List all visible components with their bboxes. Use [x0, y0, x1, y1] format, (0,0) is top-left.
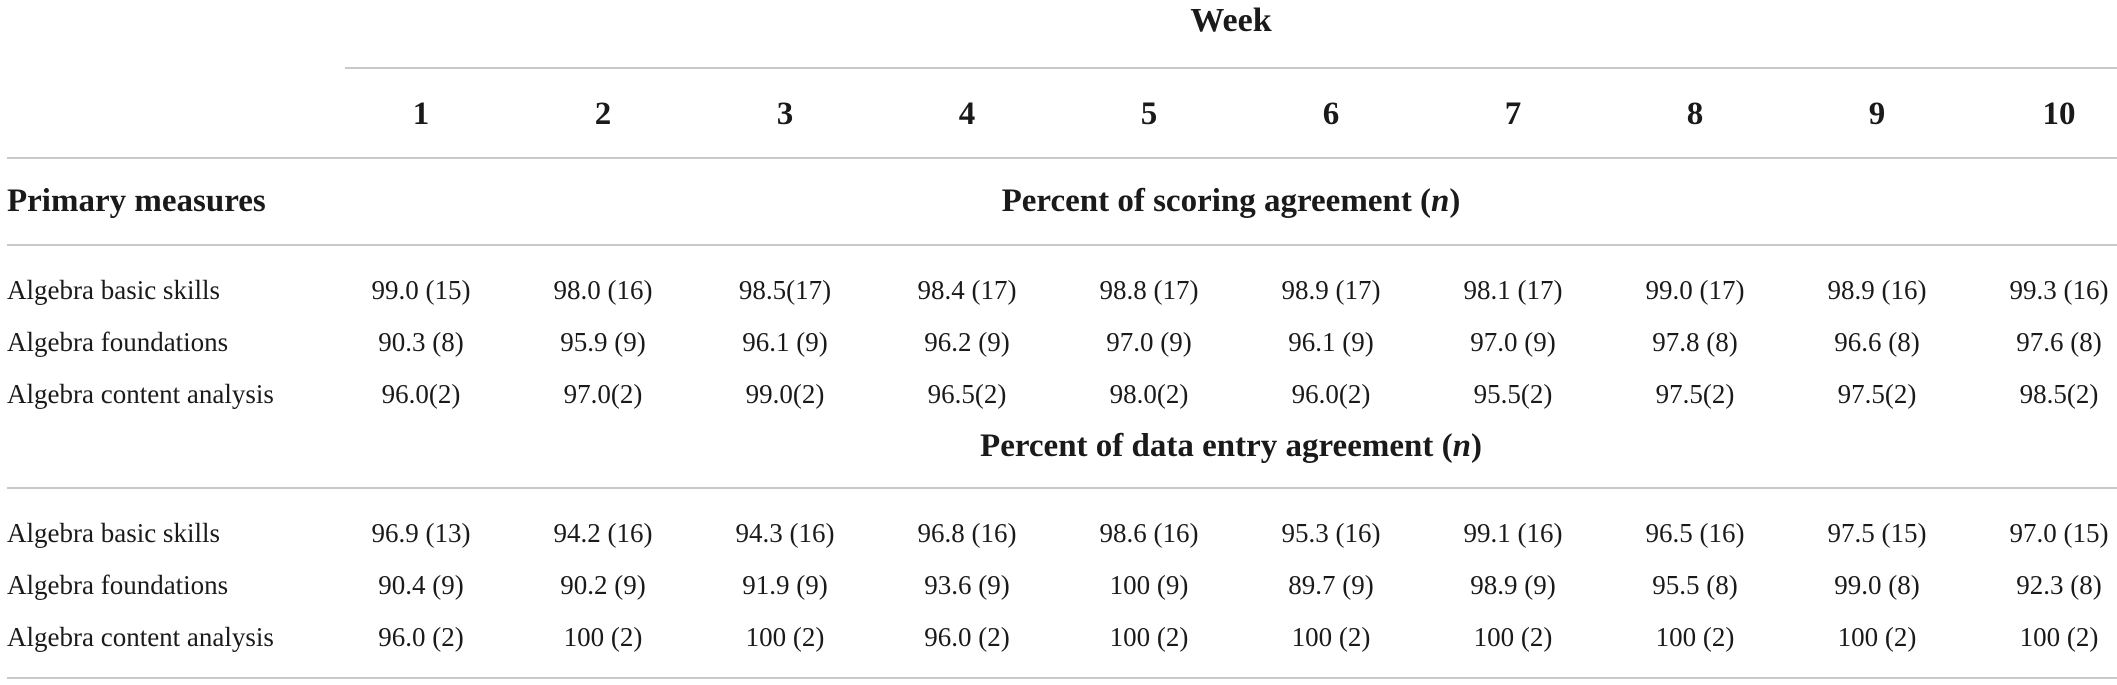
table-cell: 95.5(2): [1473, 379, 1553, 409]
table-cell: 98.0(2): [1109, 379, 1189, 409]
section-divider: [7, 244, 2117, 246]
header-divider: [7, 157, 2117, 159]
table-row: Algebra content analysis 96.0 (2) 100 (2…: [0, 611, 2117, 663]
table-cell: 100 (2): [1109, 622, 1189, 652]
week-number: 2: [594, 96, 612, 132]
table-cell: 97.0 (15): [2009, 518, 2109, 548]
section-title-text: Percent of scoring agreement (: [1001, 183, 1432, 219]
table-cell: 100 (2): [1655, 622, 1735, 652]
row-label: Algebra content analysis: [7, 379, 274, 409]
table-cell: 96.0(2): [1291, 379, 1371, 409]
row-label: Algebra basic skills: [7, 275, 220, 305]
table-cell: 100 (2): [2019, 622, 2099, 652]
table-cell: 97.5 (15): [1827, 518, 1927, 548]
table-cell: 94.2 (16): [553, 518, 653, 548]
table-cell: 100 (2): [1291, 622, 1371, 652]
table-cell: 96.6 (8): [1834, 327, 1920, 357]
table-cell: 99.3 (16): [2009, 275, 2109, 305]
table-cell: 98.9 (16): [1827, 275, 1927, 305]
week-number: 4: [958, 96, 976, 132]
week-number: 8: [1686, 96, 1704, 132]
table-cell: 98.5(17): [738, 275, 832, 305]
table-cell: 97.5(2): [1837, 379, 1917, 409]
table-cell: 98.8 (17): [1099, 275, 1199, 305]
week-divider: [345, 67, 2117, 69]
table-row: Algebra foundations 90.4 (9) 90.2 (9) 91…: [0, 559, 2117, 611]
section-divider: [7, 487, 2117, 489]
section-title-close: ): [1449, 183, 1461, 219]
week-number: 7: [1504, 96, 1522, 132]
table-cell: 90.2 (9): [560, 570, 646, 600]
table-cell: 95.5 (8): [1652, 570, 1738, 600]
section-title-scoring: Percent of scoring agreement (n): [345, 172, 2117, 230]
table-cell: 96.0 (2): [378, 622, 464, 652]
week-number: 10: [2042, 96, 2076, 132]
table-cell: 96.0(2): [381, 379, 461, 409]
table-cell: 98.4 (17): [917, 275, 1017, 305]
table-cell: 98.0 (16): [553, 275, 653, 305]
table-cell: 100 (2): [745, 622, 825, 652]
row-label: Algebra foundations: [7, 327, 229, 357]
table-cell: 96.8 (16): [917, 518, 1017, 548]
section-title-n: n: [1452, 428, 1471, 464]
table-cell: 96.1 (9): [1288, 327, 1374, 357]
section-title-data-entry: Percent of data entry agreement (n): [345, 417, 2117, 475]
table-row: Algebra basic skills 96.9 (13) 94.2 (16)…: [0, 507, 2117, 559]
section-title-text: Percent of data entry agreement (: [980, 428, 1453, 464]
table-cell: 93.6 (9): [924, 570, 1010, 600]
table-row: Algebra foundations 90.3 (8) 95.9 (9) 96…: [0, 316, 2117, 368]
table-cell: 98.9 (17): [1281, 275, 1381, 305]
table-row: Algebra basic skills 99.0 (15) 98.0 (16)…: [0, 264, 2117, 316]
week-number-row: 1 2 3 4 5 6 7 8 9 10: [0, 78, 2117, 150]
table-cell: 99.0 (17): [1645, 275, 1745, 305]
table-cell: 96.1 (9): [742, 327, 828, 357]
section-title-n: n: [1431, 183, 1450, 219]
table-row: Algebra content analysis 96.0(2) 97.0(2)…: [0, 368, 2117, 420]
table-cell: 92.3 (8): [2016, 570, 2102, 600]
table-cell: 91.9 (9): [742, 570, 828, 600]
table-cell: 90.4 (9): [378, 570, 464, 600]
week-number: 1: [412, 96, 430, 132]
table-cell: 97.0 (9): [1106, 327, 1192, 357]
table-bottom-rule: [7, 677, 2117, 679]
table-cell: 98.6 (16): [1099, 518, 1199, 548]
table-cell: 96.9 (13): [371, 518, 471, 548]
table-cell: 94.3 (16): [735, 518, 835, 548]
table-cell: 97.6 (8): [2016, 327, 2102, 357]
table-cell: 89.7 (9): [1288, 570, 1374, 600]
table-cell: 100 (2): [1837, 622, 1917, 652]
table-cell: 97.0(2): [563, 379, 643, 409]
table-cell: 100 (2): [1473, 622, 1553, 652]
table-cell: 98.9 (9): [1470, 570, 1556, 600]
table-cell: 98.1 (17): [1463, 275, 1563, 305]
table-cell: 99.1 (16): [1463, 518, 1563, 548]
table-cell: 97.0 (9): [1470, 327, 1556, 357]
table-cell: 98.5(2): [2019, 379, 2099, 409]
section-title-close: ): [1470, 428, 1482, 464]
table-cell: 90.3 (8): [378, 327, 464, 357]
week-number: 3: [776, 96, 794, 132]
table-cell: 96.5(2): [927, 379, 1007, 409]
table-cell: 97.8 (8): [1652, 327, 1738, 357]
table-cell: 99.0(2): [745, 379, 825, 409]
week-number: 6: [1322, 96, 1340, 132]
table-cell: 95.9 (9): [560, 327, 646, 357]
row-label: Algebra foundations: [7, 570, 229, 600]
week-number: 5: [1140, 96, 1158, 132]
table-cell: 99.0 (8): [1834, 570, 1920, 600]
table-cell: 100 (9): [1109, 570, 1189, 600]
row-label: Algebra basic skills: [7, 518, 220, 548]
table-cell: 97.5(2): [1655, 379, 1735, 409]
table-cell: 96.5 (16): [1645, 518, 1745, 548]
table-cell: 96.0 (2): [924, 622, 1010, 652]
table-cell: 95.3 (16): [1281, 518, 1381, 548]
table-cell: 100 (2): [563, 622, 643, 652]
week-header: Week: [1190, 2, 1272, 39]
table-cell: 99.0 (15): [371, 275, 471, 305]
row-label: Algebra content analysis: [7, 622, 274, 652]
primary-measures-label: Primary measures: [7, 183, 266, 219]
table-cell: 96.2 (9): [924, 327, 1010, 357]
week-number: 9: [1868, 96, 1886, 132]
